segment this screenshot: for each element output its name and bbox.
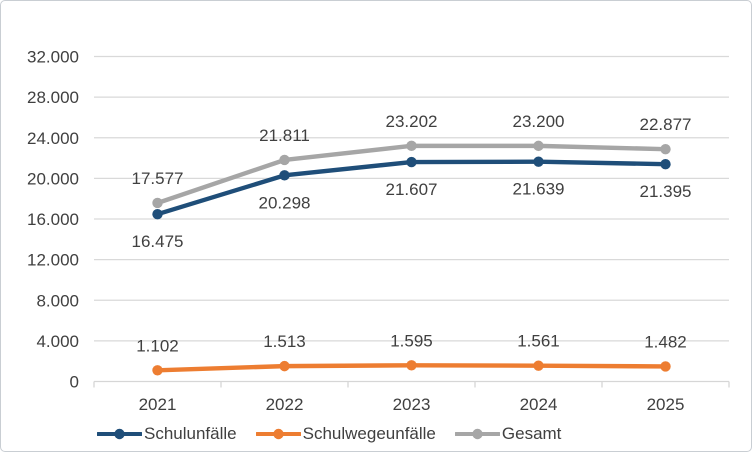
y-axis-tick-label: 8.000 bbox=[36, 291, 79, 310]
data-label: 22.877 bbox=[640, 115, 692, 134]
data-label: 23.200 bbox=[513, 112, 565, 131]
x-axis-tick-label: 2023 bbox=[393, 395, 431, 414]
y-axis-tick-label: 12.000 bbox=[27, 251, 79, 270]
y-axis-tick-label: 4.000 bbox=[36, 332, 79, 351]
data-label: 20.298 bbox=[259, 193, 311, 212]
legend-label: Gesamt bbox=[501, 424, 562, 443]
data-point bbox=[406, 140, 417, 152]
legend-item-schulwegeunfaelle: Schulwegeunfälle bbox=[255, 424, 436, 444]
chart-legend: Schulunfälle Schulwegeunfälle Gesamt bbox=[97, 424, 561, 444]
data-point bbox=[660, 361, 671, 372]
data-label: 1.595 bbox=[390, 331, 433, 350]
x-axis-tick-label: 2021 bbox=[139, 395, 177, 414]
data-label: 17.577 bbox=[132, 169, 184, 188]
data-label: 21.811 bbox=[259, 126, 310, 145]
data-point bbox=[152, 197, 163, 209]
x-axis-tick-label: 2025 bbox=[647, 395, 685, 414]
data-point bbox=[279, 360, 290, 372]
x-axis-tick-label: 2024 bbox=[520, 395, 558, 414]
data-label: 21.607 bbox=[386, 180, 438, 199]
data-point bbox=[533, 156, 544, 167]
data-label: 16.475 bbox=[132, 232, 184, 251]
data-label: 1.482 bbox=[644, 332, 687, 351]
y-axis-tick-label: 16.000 bbox=[27, 210, 79, 229]
data-point bbox=[152, 208, 163, 220]
legend-marker-line-icon bbox=[97, 428, 142, 440]
data-point bbox=[279, 170, 290, 181]
data-point bbox=[406, 360, 417, 371]
data-point bbox=[152, 365, 163, 376]
legend-item-gesamt: Gesamt bbox=[454, 424, 562, 444]
data-point bbox=[533, 360, 544, 371]
y-axis-tick-label: 24.000 bbox=[27, 129, 79, 148]
data-label: 1.513 bbox=[263, 332, 306, 351]
data-label: 1.102 bbox=[136, 336, 179, 355]
y-axis-tick-label: 0 bbox=[70, 373, 79, 392]
x-axis-tick-label: 2022 bbox=[266, 395, 304, 414]
legend-label: Schulunfälle bbox=[144, 424, 237, 443]
data-point bbox=[660, 159, 671, 170]
y-axis-tick-label: 32.000 bbox=[27, 48, 79, 67]
data-point bbox=[533, 140, 544, 152]
data-point bbox=[279, 154, 290, 166]
legend-marker-line-icon bbox=[454, 428, 500, 440]
y-axis-tick-label: 28.000 bbox=[27, 88, 79, 107]
legend-item-schulunfaelle: Schulunfälle bbox=[97, 424, 237, 444]
data-label: 23.202 bbox=[386, 112, 438, 131]
data-label: 21.395 bbox=[640, 182, 692, 201]
data-label: 21.639 bbox=[513, 180, 565, 199]
y-axis-tick-label: 20.000 bbox=[27, 169, 79, 188]
legend-label: Schulwegeunfälle bbox=[302, 424, 436, 443]
legend-marker-line-icon bbox=[255, 428, 301, 440]
data-point bbox=[660, 143, 671, 155]
data-label: 1.561 bbox=[517, 332, 560, 351]
data-point bbox=[406, 156, 417, 168]
